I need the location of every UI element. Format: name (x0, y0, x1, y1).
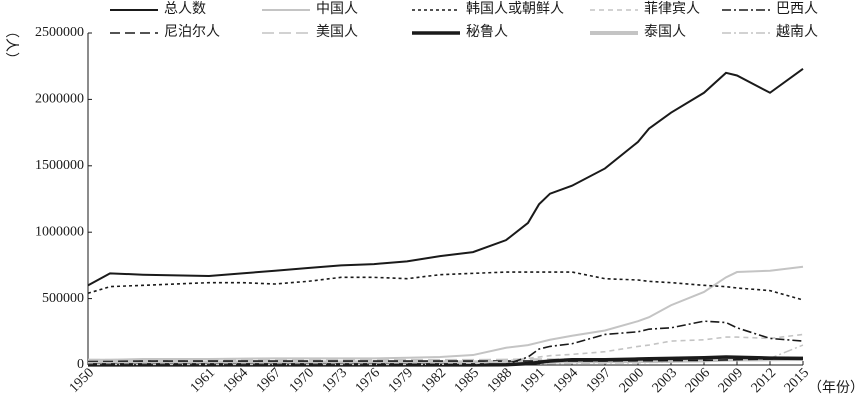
x-axis-label: （年份） (808, 380, 864, 396)
series-line (88, 265, 804, 361)
x-tick-label: 1976 (353, 365, 383, 395)
series-line (87, 271, 804, 301)
x-tick-label: 1994 (551, 365, 581, 395)
y-tick-label: 2500000 (35, 25, 84, 40)
legend-label: 韩国人或朝鲜人 (466, 1, 564, 17)
x-tick-label: 1950 (67, 365, 97, 395)
x-tick-label: 1988 (485, 365, 515, 395)
x-tick-label: 1970 (287, 365, 317, 395)
x-tick-label: 1997 (584, 365, 614, 395)
legend-label: 巴西人 (776, 1, 818, 17)
y-tick-label: 1000000 (35, 224, 84, 239)
legend-label: 美国人 (316, 24, 358, 40)
x-tick-label: 1961 (188, 365, 218, 395)
x-tick-label: 2012 (749, 365, 779, 395)
y-axis-label: （人） (3, 24, 19, 66)
legend-label: 中国人 (316, 1, 358, 17)
y-tick-label: 500000 (42, 291, 84, 306)
x-tick-label: 2006 (683, 365, 713, 395)
legend-label: 尼泊尔人 (164, 24, 220, 40)
x-tick-label: 1964 (221, 365, 251, 395)
legend-label: 越南人 (776, 24, 818, 40)
series-line (88, 357, 803, 361)
x-tick-label: 1979 (386, 365, 416, 395)
x-tick-label: 1985 (452, 365, 482, 395)
legend-label: 菲律宾人 (644, 1, 700, 17)
y-tick-label: 1500000 (35, 158, 84, 173)
series-line (87, 68, 804, 287)
legend-label: 总人数 (164, 1, 206, 17)
legend-label: 秘鲁人 (466, 24, 508, 40)
x-tick-label: 2003 (650, 365, 680, 395)
legend-label: 泰国人 (644, 24, 686, 40)
x-tick-label: 1991 (518, 365, 548, 395)
series-line (88, 357, 804, 365)
x-tick-label: 2009 (716, 365, 746, 395)
x-tick-label: 1982 (419, 365, 449, 395)
series-line (88, 320, 804, 366)
x-tick-label: 1967 (254, 365, 284, 395)
y-tick-label: 2000000 (35, 92, 84, 107)
x-tick-label: 2000 (617, 365, 647, 395)
y-tick-label: 0 (77, 357, 84, 372)
x-tick-label: 1973 (320, 365, 350, 395)
